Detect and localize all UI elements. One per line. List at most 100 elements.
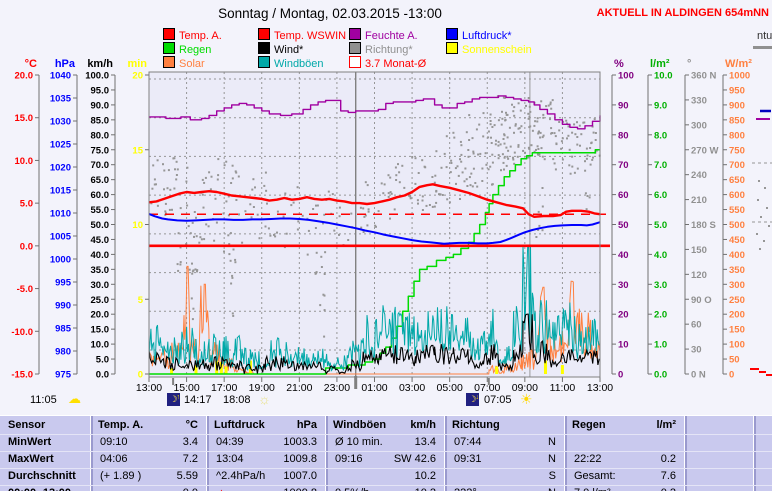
legend-label: Wind* bbox=[274, 44, 304, 56]
axis-label: 550 bbox=[729, 205, 745, 216]
table-cell: 22:22 bbox=[574, 453, 602, 465]
axis-unit-hPa: hPa bbox=[55, 58, 76, 70]
axis-label: 20 bbox=[618, 310, 629, 321]
axis-label: 70 bbox=[618, 160, 629, 171]
table-cell: Ø 10 min. bbox=[335, 436, 383, 448]
table-cell: 07:44 bbox=[454, 436, 482, 448]
table-divider bbox=[564, 416, 567, 491]
axis-label: 20 bbox=[132, 71, 143, 82]
table-cell: ^2.4hPa/h bbox=[216, 470, 266, 482]
axis-label: 80 bbox=[618, 130, 629, 141]
axis-label: 950 bbox=[729, 85, 745, 96]
x-tick-label: 13:00 bbox=[587, 382, 613, 394]
axis-label: 60 bbox=[691, 320, 702, 331]
legend-swatch bbox=[163, 56, 175, 68]
legend-swatch bbox=[258, 56, 270, 68]
axis-label: 500 bbox=[729, 220, 745, 231]
axis-label: 120 bbox=[691, 270, 707, 281]
axis-label: 0.0 bbox=[20, 241, 33, 252]
table-cell: l/m² bbox=[656, 419, 676, 431]
axis-label: -5.0 bbox=[17, 284, 33, 295]
axis-label: 85.0 bbox=[91, 115, 110, 126]
x-tick-label: 17:00 bbox=[211, 382, 237, 394]
table-cell: 0.2 bbox=[564, 487, 676, 491]
table-cell: 0.0 bbox=[90, 487, 198, 491]
table-cell: 7.0 l/m² bbox=[574, 487, 611, 491]
series-sonnenschein-bar bbox=[495, 366, 499, 374]
edge-fragment-dot bbox=[760, 216, 762, 218]
axis-label: 210 bbox=[691, 195, 707, 206]
table-cell: 0.5%/h bbox=[335, 487, 369, 491]
table-row-label: 00:00 -13:00 bbox=[8, 487, 71, 491]
axis-label: 10.0 bbox=[15, 156, 34, 167]
midnight-tick bbox=[354, 376, 358, 389]
axis-label: 60 bbox=[618, 190, 629, 201]
series-sonnenschein-bar bbox=[170, 368, 174, 374]
axis-label: 0 bbox=[138, 370, 143, 381]
table-cell: km/h bbox=[410, 419, 436, 431]
table-cell: 04:06 bbox=[100, 453, 128, 465]
sunset-icon: ☼ bbox=[258, 391, 271, 407]
table-cell: 1003.3 bbox=[283, 436, 317, 448]
axis-label: 10 bbox=[132, 220, 143, 231]
x-tick-label: 09:00 bbox=[512, 382, 538, 394]
table-cell: 0.2 bbox=[660, 453, 676, 465]
series-sonnenschein-bar bbox=[219, 362, 223, 374]
series-luftdruck bbox=[148, 212, 601, 245]
axis-label: 20.0 bbox=[15, 71, 34, 82]
series-wind bbox=[148, 313, 600, 375]
astro-tick bbox=[172, 378, 175, 385]
legend-item: Sonnenschein bbox=[446, 40, 532, 56]
axis-label: 270 W bbox=[691, 145, 718, 156]
axis-unit-%: % bbox=[614, 58, 624, 70]
axis-label: 5.0 bbox=[654, 220, 667, 231]
legend-swatch bbox=[446, 42, 458, 54]
axis-label: 800 bbox=[729, 130, 745, 141]
moonrise-time: 14:17 bbox=[184, 394, 212, 406]
axis-label: 50.0 bbox=[91, 220, 110, 231]
chart-legend: Temp. A. Temp. WSWIN Feuchte A. Luftdruck* R… bbox=[0, 26, 772, 70]
legend-item: Windböen bbox=[258, 54, 324, 70]
legend-item: Solar bbox=[163, 54, 205, 70]
x-tick-label: 01:00 bbox=[361, 382, 387, 394]
x-tick-label: 05:00 bbox=[437, 382, 463, 394]
edge-fragment-bar bbox=[753, 46, 772, 49]
stats-table: Sensor Temp. A. °C Luftdruck hPa Windböen km/h… bbox=[0, 415, 772, 491]
axis-label: 10.0 bbox=[654, 71, 673, 82]
sunrise-time: 07:05 bbox=[484, 394, 512, 406]
axis-label: 90 bbox=[618, 100, 629, 111]
axis-label: 100 bbox=[618, 71, 634, 82]
table-cell: Gesamt: bbox=[574, 470, 616, 482]
table-cell: SW 42.6 bbox=[393, 453, 436, 465]
axis-label: 1035 bbox=[50, 94, 72, 105]
moonset-icon: ☽ ↓ bbox=[466, 393, 479, 406]
table-divider bbox=[325, 416, 328, 491]
axis-label: 250 bbox=[729, 295, 745, 306]
axis-label: 300 bbox=[729, 280, 745, 291]
axis-label: 50 bbox=[618, 220, 629, 231]
axis-label: 9.0 bbox=[654, 100, 667, 111]
moon-phase-icon: ☁ bbox=[68, 391, 81, 406]
axis-label: 1030 bbox=[50, 117, 71, 128]
axis-label: 10 bbox=[618, 340, 629, 351]
plot-border bbox=[148, 71, 601, 378]
legend-swatch bbox=[163, 42, 175, 54]
axis-label: 450 bbox=[729, 235, 745, 246]
table-row-label: Durchschnitt bbox=[8, 470, 76, 482]
station-banner: AKTUELL IN ALDINGEN 654mNN bbox=[596, 7, 769, 19]
table-cell: N bbox=[548, 453, 556, 465]
axis-label: 0 bbox=[618, 370, 623, 381]
table-cell: N bbox=[444, 487, 556, 491]
edge-fragment-dot bbox=[759, 248, 761, 250]
axis-unit-°C: °C bbox=[25, 58, 37, 70]
axis-label: -15.0 bbox=[11, 370, 33, 381]
table-cell: 7.2 bbox=[182, 453, 198, 465]
axis-label: 30 bbox=[618, 280, 629, 291]
axis-label: 360 N bbox=[691, 71, 716, 82]
axis-label: 1.0 bbox=[654, 340, 667, 351]
table-cell: 5.59 bbox=[176, 470, 198, 482]
axis-label: 15.0 bbox=[15, 113, 34, 124]
x-tick-label: 23:00 bbox=[324, 382, 350, 394]
axis-label: 80.0 bbox=[91, 130, 110, 141]
axis-label: 5.0 bbox=[96, 355, 109, 366]
